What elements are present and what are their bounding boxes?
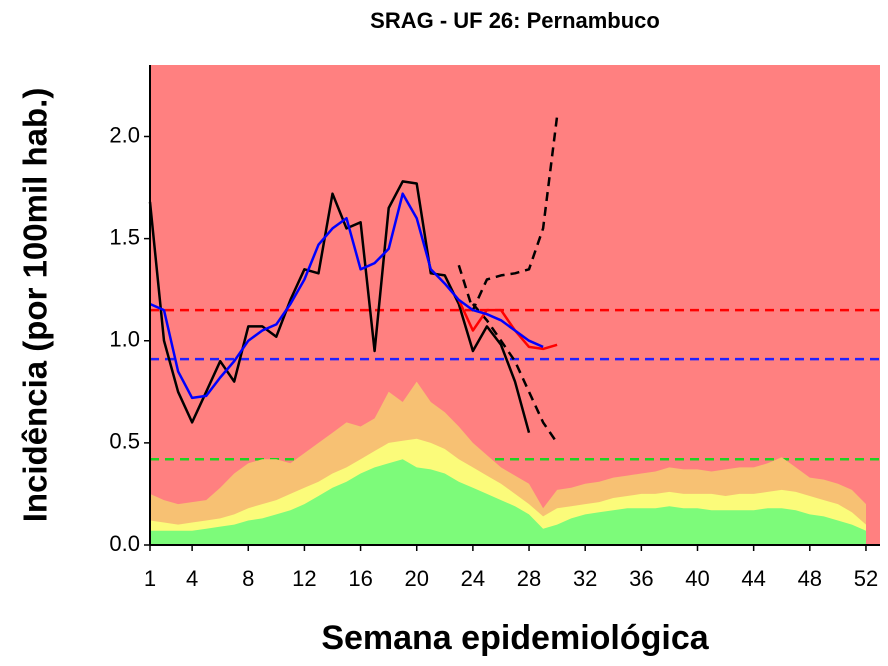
chart-title: SRAG - UF 26: Pernambuco [370, 8, 660, 33]
data-line [149, 192, 544, 400]
x-tick-label: 8 [242, 566, 254, 591]
x-tick-label: 16 [348, 566, 372, 591]
y-tick-label: 0.0 [109, 531, 140, 556]
x-tick-label: 24 [461, 566, 485, 591]
y-tick-label: 1.0 [109, 327, 140, 352]
y-tick-label: 0.5 [109, 429, 140, 454]
x-tick-label: 32 [573, 566, 597, 591]
forecast-line [471, 303, 559, 444]
data-line [457, 299, 558, 351]
y-axis-label: Incidência (por 100mil hab.) [17, 88, 54, 523]
x-axis-label: Semana epidemiológica [321, 619, 709, 657]
y-tick-label: 1.5 [109, 224, 140, 249]
x-tick-label: 52 [854, 566, 878, 591]
threshold-area [150, 459, 866, 545]
data-line [148, 180, 531, 434]
x-tick-label: 12 [292, 566, 316, 591]
x-tick-label: 40 [685, 566, 709, 591]
x-tick-label: 28 [517, 566, 541, 591]
x-tick-label: 36 [629, 566, 653, 591]
x-tick-label: 1 [144, 566, 156, 591]
x-tick-label: 20 [404, 566, 428, 591]
x-tick-label: 44 [741, 566, 765, 591]
y-tick-label: 2.0 [109, 122, 140, 147]
x-tick-label: 4 [186, 566, 198, 591]
x-tick-label: 48 [798, 566, 822, 591]
